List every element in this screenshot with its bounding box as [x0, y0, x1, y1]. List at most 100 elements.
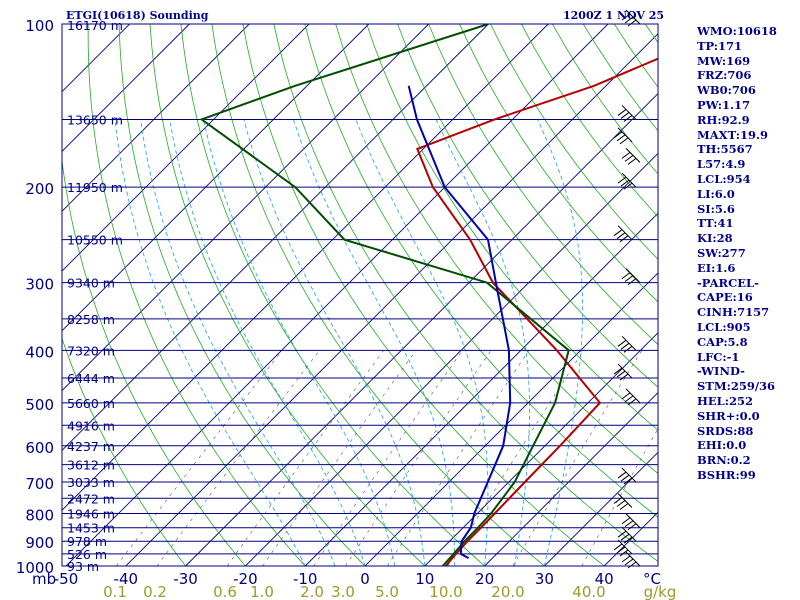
wind-barb-flag [620, 474, 630, 482]
wind-barb-flag [620, 179, 630, 187]
wind-barb-flag [617, 109, 627, 116]
wind-barb-flag [613, 229, 623, 237]
wind-barb-flag [617, 339, 627, 347]
wind-barb-flag [624, 154, 634, 162]
wind-barb [613, 539, 633, 557]
index-item: -WIND- [697, 364, 745, 379]
index-item: WMO:10618 [697, 24, 777, 38]
plot-frame [61, 23, 659, 567]
wind-barb-flag [617, 471, 627, 479]
wind-barb-flag [616, 134, 626, 142]
moist-adiabat-line [114, 119, 306, 566]
index-item: RH:92.9 [697, 112, 750, 127]
sounding-curves [199, 24, 658, 566]
wind-barb-flag [624, 16, 634, 24]
wind-barb [621, 388, 641, 406]
pressure-tick-label: 800 [25, 506, 54, 524]
dewpoint-curve [199, 24, 570, 566]
temp-tick-label: -50 [54, 570, 79, 588]
wind-barb-flag [623, 477, 633, 485]
mixing-ratio-tick-label: 0.1 [103, 583, 127, 600]
isotherm-line [62, 24, 250, 212]
wind-barb-flag [620, 533, 630, 541]
temp-tick-label: -10 [293, 570, 318, 588]
mixing-ratio-tick-label: 0.2 [143, 583, 167, 600]
index-item: LI:6.0 [697, 186, 735, 201]
wind-barb-flag [621, 272, 631, 279]
wind-barb-flag [627, 157, 637, 165]
parcel-curve [407, 85, 512, 559]
wind-barb-flag [613, 543, 623, 551]
height-label: 7320 m [67, 343, 115, 358]
index-item: SW:277 [697, 245, 746, 260]
mixing-ratio-unit-label: g/kg [644, 583, 677, 600]
index-item: SI:5.6 [697, 201, 735, 216]
height-labels: 16170 m 13650 m 11950 m 10550 m 9340 m 8258 m… [67, 18, 123, 574]
index-item: -PARCEL- [697, 275, 759, 290]
index-item: PW:1.17 [697, 97, 751, 112]
mixing-ratio-tick-label: 3.0 [331, 583, 355, 600]
temp-tick-label: 30 [535, 570, 554, 588]
isotherm-line [125, 33, 658, 566]
height-label: 5660 m [67, 396, 115, 411]
index-item: WB0:706 [697, 83, 756, 98]
height-label: 3033 m [67, 475, 115, 490]
chart-title: ETGI(10618) Sounding [66, 9, 209, 22]
mixing-ratio-tick-label: 40.0 [572, 583, 605, 600]
index-item: FRZ:706 [697, 68, 752, 83]
moist-adiabat-line [169, 119, 366, 566]
pressure-tick-label: 700 [25, 475, 54, 493]
isotherm-line [65, 24, 609, 566]
isotherm-line [245, 152, 658, 566]
chart-time: 1200Z 1 NOV 25 [563, 9, 665, 22]
isotherm-line [62, 24, 310, 272]
wind-barb-flag [616, 500, 626, 507]
temp-tick-label: 0 [360, 570, 370, 588]
index-item: STM:259/36 [697, 379, 776, 394]
temp-tick-label: 10 [415, 570, 434, 588]
height-label: 93 m [67, 559, 99, 574]
index-item: MW:169 [697, 53, 751, 68]
wind-barb [617, 335, 637, 353]
wind-barb [613, 127, 633, 145]
height-label: 6444 m [67, 371, 115, 386]
wind-barb [621, 268, 641, 285]
height-label: 1946 m [67, 506, 115, 521]
temp-tick-label: -20 [233, 570, 258, 588]
height-label: 4237 m [67, 439, 115, 454]
pressure-tick-label: 300 [25, 276, 54, 294]
wind-barb [621, 551, 641, 569]
isotherm-line [424, 332, 658, 566]
wind-barb-flag [617, 530, 627, 538]
pressure-tick-label: 600 [25, 439, 54, 457]
indices-panel: WMO:10618 TP:171 MW:169 FRZ:706 WB0:706 PW:1.… [697, 24, 797, 483]
wind-barb [613, 225, 633, 243]
height-label: 9340 m [67, 276, 115, 291]
index-item: SHR+:0.0 [697, 408, 760, 423]
index-item: KI:28 [697, 231, 733, 246]
wind-barbs [613, 9, 641, 569]
wind-barb-flag [616, 232, 626, 240]
mixing-ratio-tick-label: 5.0 [375, 583, 399, 600]
wind-barb [617, 105, 637, 122]
wind-barb-flag [621, 555, 631, 563]
wind-barb [621, 513, 641, 531]
temperature-axis: -50 -40 -30 -20 -10 0 10 20 30 40 °C [54, 570, 661, 588]
wind-barb-flag [613, 367, 623, 375]
mixing-ratio-tick-label: 1.0 [250, 583, 274, 600]
wind-barb-flag [623, 182, 633, 190]
temp-tick-label: -40 [114, 570, 139, 588]
moist-adiabat-line [537, 119, 584, 566]
moist-adiabat-line [292, 119, 456, 566]
wind-barb-flag [619, 137, 629, 145]
height-label: 526 m [67, 547, 107, 562]
index-item: L57:4.9 [697, 157, 746, 172]
isotherm-line [62, 24, 370, 332]
pressure-tick-label: 900 [25, 534, 54, 552]
isotherm-line [185, 92, 658, 566]
height-label: 11950 m [67, 180, 123, 195]
wind-barb-flag [627, 19, 637, 27]
index-item: EHI:0.0 [697, 438, 747, 453]
